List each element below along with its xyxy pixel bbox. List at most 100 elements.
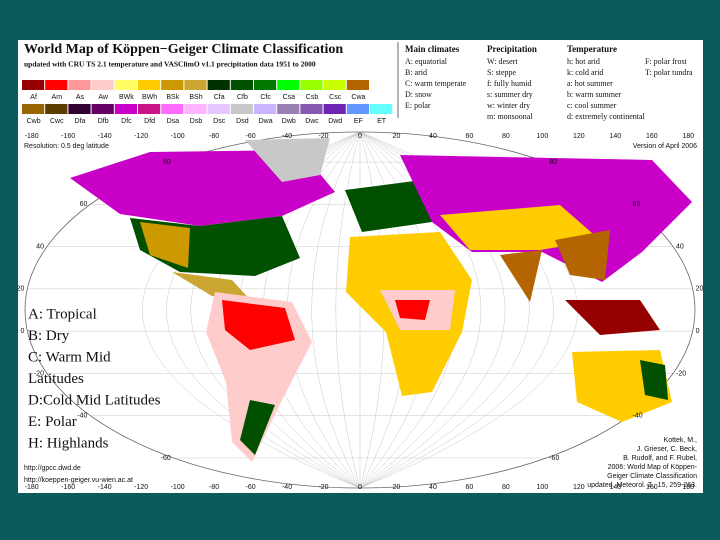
legend-swatch: [45, 104, 68, 114]
legend-swatch: [184, 104, 207, 114]
key-heading: Temperature: [567, 44, 617, 54]
legend-label: Dwa: [259, 118, 273, 125]
key-item: f: fully humid: [487, 79, 531, 88]
version: Version of April 2006: [633, 143, 697, 150]
amazon: [222, 300, 295, 350]
legend-label: ET: [377, 118, 387, 125]
key-item: h: hot arid: [567, 57, 600, 66]
legend-label: Aw: [98, 94, 109, 101]
overlay-text: H: Highlands: [28, 435, 109, 451]
longitude-label: -140: [98, 484, 112, 491]
legend-swatch: [22, 80, 45, 90]
legend-swatch: [91, 80, 114, 90]
legend-label: Dwd: [328, 118, 342, 125]
legend-label: EF: [354, 118, 363, 125]
legend-swatch: [323, 104, 346, 114]
legend-swatch: [22, 104, 45, 114]
key-item: c: cool summer: [567, 101, 617, 110]
legend-swatch: [114, 104, 137, 114]
key-item: w: winter dry: [487, 101, 530, 110]
legend-label: Csc: [329, 94, 342, 101]
legend-swatch: [277, 104, 300, 114]
longitude-label: -180: [25, 133, 39, 140]
longitude-label: 0: [358, 484, 362, 491]
citation: J. Grieser, C. Beck,: [637, 446, 697, 453]
citation: 2006: World Map of Köppen-: [608, 464, 698, 471]
citation: updated. Meteorol. Z., 15, 259-263.: [587, 482, 697, 489]
longitude-label: 140: [610, 484, 622, 491]
key-item: m: monsoonal: [487, 112, 533, 121]
citation: Kottek, M.,: [664, 437, 698, 444]
key-item: B: arid: [405, 68, 427, 77]
longitude-label: -100: [171, 133, 185, 140]
key-item: D: snow: [405, 90, 432, 99]
china: [555, 230, 610, 280]
legend-label: Csa: [283, 94, 296, 101]
latitude-label: 60: [633, 201, 641, 208]
latitude-label: -20: [676, 370, 686, 377]
legend-label: BWh: [142, 94, 157, 101]
key-item: S: steppe: [487, 68, 517, 77]
longitude-label: -20: [318, 484, 328, 491]
legend-label: Cwb: [27, 118, 41, 125]
legend-label: Dsb: [190, 118, 203, 125]
longitude-label: -160: [61, 484, 75, 491]
latitude-label: 40: [676, 243, 684, 250]
overlay-text: E: Polar: [28, 414, 77, 430]
legend-swatch: [346, 104, 369, 114]
legend-swatch: [114, 80, 137, 90]
longitude-label: 100: [537, 133, 549, 140]
legend-label: BSh: [189, 94, 202, 101]
legend-label: Dfa: [75, 118, 86, 125]
longitude-label: 80: [502, 484, 510, 491]
legend-swatch: [91, 104, 114, 114]
legend-swatch: [230, 104, 253, 114]
longitude-label: -140: [98, 133, 112, 140]
legend-swatch: [346, 80, 369, 90]
legend-label: Cfb: [237, 94, 248, 101]
key-item: T: polar tundra: [645, 68, 693, 77]
legend-label: Dfc: [121, 118, 132, 125]
europe: [345, 180, 432, 232]
latitude-label: 80: [163, 159, 171, 166]
title: World Map of Köppen−Geiger Climate Class…: [24, 42, 343, 57]
longitude-label: 100: [537, 484, 549, 491]
legend-swatch: [254, 80, 277, 90]
legend-swatch: [207, 104, 230, 114]
longitude-label: -120: [134, 484, 148, 491]
longitude-label: 20: [393, 133, 401, 140]
latitude-label: 0: [20, 328, 24, 335]
longitude-label: 40: [429, 484, 437, 491]
australia-east: [640, 360, 668, 400]
key-heading: Precipitation: [487, 44, 537, 54]
key-item: A: equatorial: [405, 57, 448, 66]
longitude-label: -100: [171, 484, 185, 491]
legend-swatch: [68, 80, 91, 90]
longitude-label: 60: [466, 484, 474, 491]
longitude-label: -60: [246, 484, 256, 491]
legend-label: Af: [30, 94, 37, 101]
legend-label: Cfa: [214, 94, 225, 101]
longitude-label: 0: [358, 133, 362, 140]
url: http://koeppen-geiger.vu-wien.ac.at: [24, 477, 133, 484]
legend-label: Dsc: [213, 118, 226, 125]
congo: [395, 300, 430, 320]
citation: B. Rudolf, and F. Rubel,: [623, 455, 697, 462]
overlay-text: A: Tropical: [28, 306, 97, 322]
longitude-label: -40: [282, 484, 292, 491]
legend-swatch: [254, 104, 277, 114]
longitude-label: 180: [682, 133, 694, 140]
legend-label: Dsd: [236, 118, 249, 125]
key-item: d: extremely continental: [567, 112, 646, 121]
longitude-label: 20: [393, 484, 401, 491]
latitude-label: -60: [161, 455, 171, 462]
map-outline: [24, 131, 696, 489]
longitude-label: -80: [209, 133, 219, 140]
legend-label: BSk: [166, 94, 179, 101]
subtitle: updated with CRU TS 2.1 temperature and …: [24, 60, 316, 69]
longitude-label: -60: [246, 133, 256, 140]
key-item: F: polar frost: [645, 57, 688, 66]
legend-label: Cfc: [260, 94, 271, 101]
longitude-label: -40: [282, 133, 292, 140]
longitude-label: -20: [318, 133, 328, 140]
